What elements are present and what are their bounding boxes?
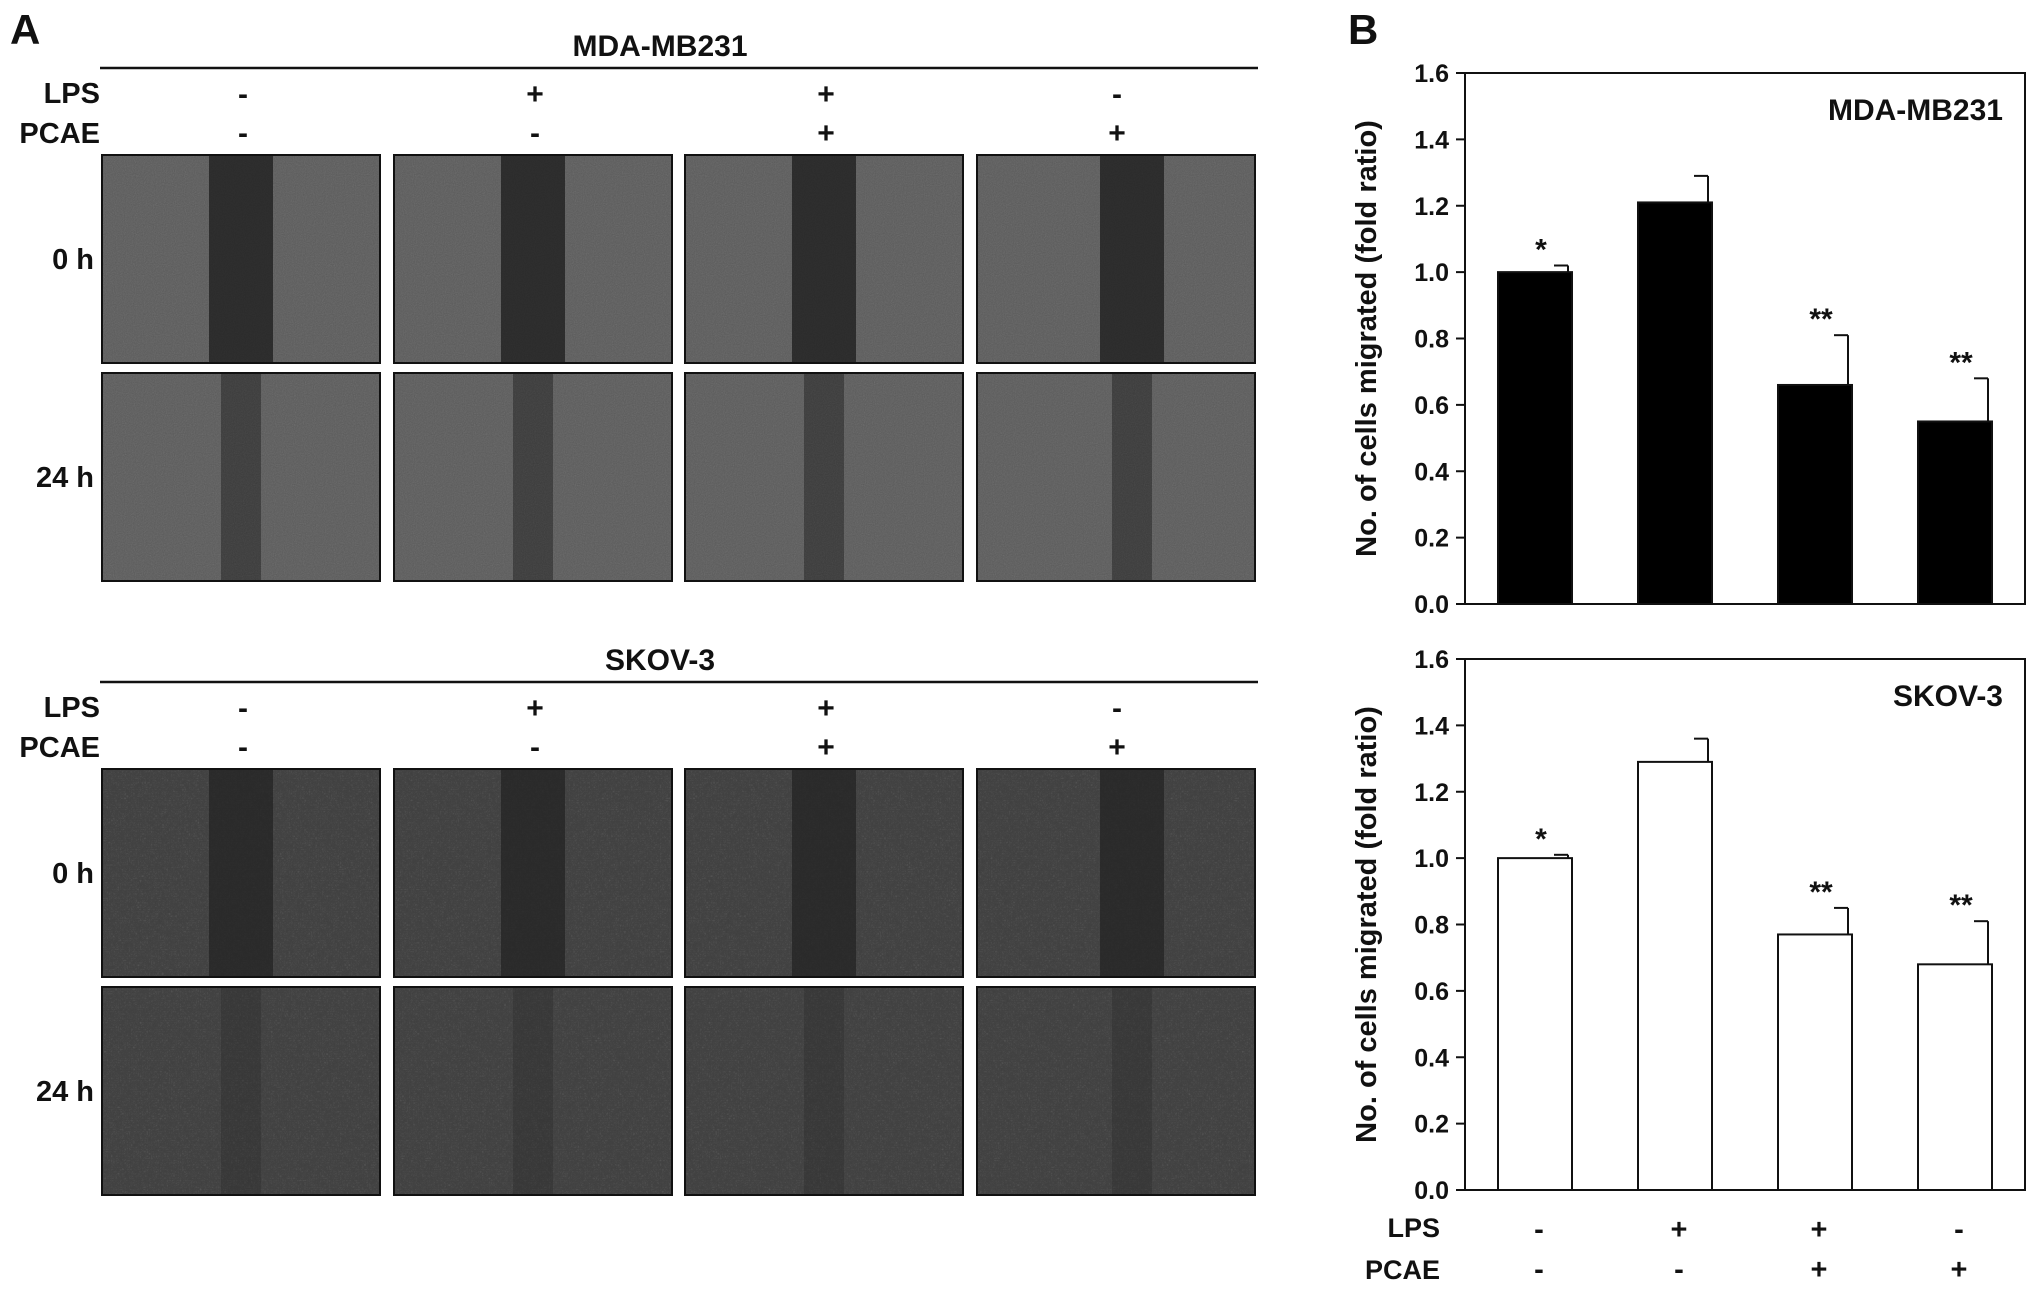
y-tick-label: 0.6 — [1414, 978, 1449, 1006]
significance-marker: ** — [1949, 889, 1973, 922]
bar — [1917, 963, 1993, 1192]
cell-line-title: SKOV-3 — [605, 644, 715, 677]
y-tick-label: 1.0 — [1414, 259, 1449, 287]
chart-skov-3: 0.0 0.2 0.4 0.6 0.8 1.0 1.2 1.4 1.6 No. of cells … — [1351, 646, 2026, 1286]
micrograph — [101, 154, 381, 364]
lps-sign: + — [1671, 1214, 1688, 1246]
lps-sign: + — [817, 692, 835, 725]
pcae-label: PCAE — [19, 732, 100, 764]
pcae-sign: - — [1674, 1254, 1684, 1286]
chart-title: MDA-MB231 — [1828, 94, 2003, 127]
significance-marker: ** — [1809, 876, 1833, 909]
y-tick-label: 0.8 — [1414, 326, 1449, 354]
significance-marker: ** — [1809, 303, 1833, 336]
y-tick-label: 1.4 — [1414, 712, 1449, 740]
pcae-sign: + — [1108, 117, 1126, 150]
bar — [1777, 383, 1853, 605]
panel-b-letter: B — [1348, 6, 1378, 53]
y-axis-label: No. of cells migrated (fold ratio) — [1351, 120, 1383, 557]
micrograph — [684, 768, 964, 978]
lps-label: LPS — [44, 78, 100, 110]
lps-label: LPS — [1387, 1213, 1440, 1243]
lps-sign: + — [1811, 1214, 1828, 1246]
pcae-sign: + — [817, 731, 835, 764]
pcae-sign: + — [1108, 731, 1126, 764]
time-label: 0 h — [52, 244, 94, 276]
lps-label: LPS — [44, 692, 100, 724]
scratch-group-mda-mb231: MDA-MB231 LPS PCAE - + + - - - + +0 h 24 h — [19, 30, 1258, 582]
y-tick-label: 1.2 — [1414, 193, 1449, 221]
y-tick-label: 0.6 — [1414, 392, 1449, 420]
pcae-sign: + — [817, 117, 835, 150]
y-tick-label: 0.0 — [1414, 591, 1449, 619]
bar — [1497, 857, 1573, 1191]
cell-line-title: MDA-MB231 — [572, 30, 747, 63]
y-tick-label: 0.0 — [1414, 1177, 1449, 1205]
micrograph — [393, 768, 673, 978]
lps-sign: + — [526, 692, 544, 725]
pcae-sign: + — [1811, 1254, 1828, 1286]
significance-marker: ** — [1949, 346, 1973, 379]
micrograph — [976, 372, 1256, 582]
y-tick-label: 1.4 — [1414, 126, 1449, 154]
lps-sign: - — [238, 78, 248, 111]
lps-sign: - — [1534, 1214, 1544, 1246]
y-tick-label: 0.4 — [1414, 1044, 1449, 1072]
micrograph — [101, 372, 381, 582]
micrograph — [684, 372, 964, 582]
pcae-label: PCAE — [19, 118, 100, 150]
lps-sign: + — [526, 78, 544, 111]
y-tick-label: 1.2 — [1414, 779, 1449, 807]
bar — [1917, 420, 1993, 605]
bar — [1497, 271, 1573, 605]
panel-a-scratch-assay: MDA-MB231 LPS PCAE - + + - - - + +0 h 24 h SKOV-3 LPS… — [19, 30, 1258, 1196]
y-tick-label: 0.8 — [1414, 912, 1449, 940]
time-label: 24 h — [36, 1076, 94, 1108]
lps-sign: - — [1954, 1214, 1964, 1246]
bar — [1637, 760, 1713, 1191]
lps-sign: - — [1112, 692, 1122, 725]
y-tick-label: 1.6 — [1414, 60, 1449, 88]
micrograph — [393, 986, 673, 1196]
pcae-label: PCAE — [1365, 1255, 1440, 1285]
y-tick-label: 1.0 — [1414, 845, 1449, 873]
pcae-sign: - — [530, 731, 540, 764]
y-tick-label: 0.2 — [1414, 1111, 1449, 1139]
lps-sign: + — [817, 78, 835, 111]
micrograph — [393, 154, 673, 364]
time-label: 24 h — [36, 462, 94, 494]
bar — [1637, 201, 1713, 605]
chart-title: SKOV-3 — [1893, 680, 2003, 713]
panel-a-letter: A — [10, 6, 40, 53]
pcae-sign: - — [1534, 1254, 1544, 1286]
micrograph — [393, 372, 673, 582]
pcae-sign: - — [530, 117, 540, 150]
micrograph — [976, 154, 1256, 364]
time-label: 0 h — [52, 858, 94, 890]
lps-sign: - — [1112, 78, 1122, 111]
significance-marker: * — [1535, 233, 1547, 266]
micrograph — [684, 986, 964, 1196]
pcae-sign: + — [1951, 1254, 1968, 1286]
lps-sign: - — [238, 692, 248, 725]
micrograph — [976, 986, 1256, 1196]
micrograph — [684, 154, 964, 364]
y-axis-label: No. of cells migrated (fold ratio) — [1351, 706, 1383, 1143]
micrograph — [976, 768, 1256, 978]
pcae-sign: - — [238, 731, 248, 764]
micrograph — [101, 986, 381, 1196]
chart-mda-mb231: 0.0 0.2 0.4 0.6 0.8 1.0 1.2 1.4 1.6 No. of cells … — [1351, 60, 2026, 619]
y-tick-label: 1.6 — [1414, 646, 1449, 674]
y-tick-label: 0.2 — [1414, 525, 1449, 553]
micrograph — [101, 768, 381, 978]
significance-marker: * — [1535, 823, 1547, 856]
bar — [1777, 933, 1853, 1191]
pcae-sign: - — [238, 117, 248, 150]
scratch-group-skov-3: SKOV-3 LPS PCAE - + + - - - + +0 h 24 h — [19, 644, 1258, 1196]
y-tick-label: 0.4 — [1414, 458, 1449, 486]
